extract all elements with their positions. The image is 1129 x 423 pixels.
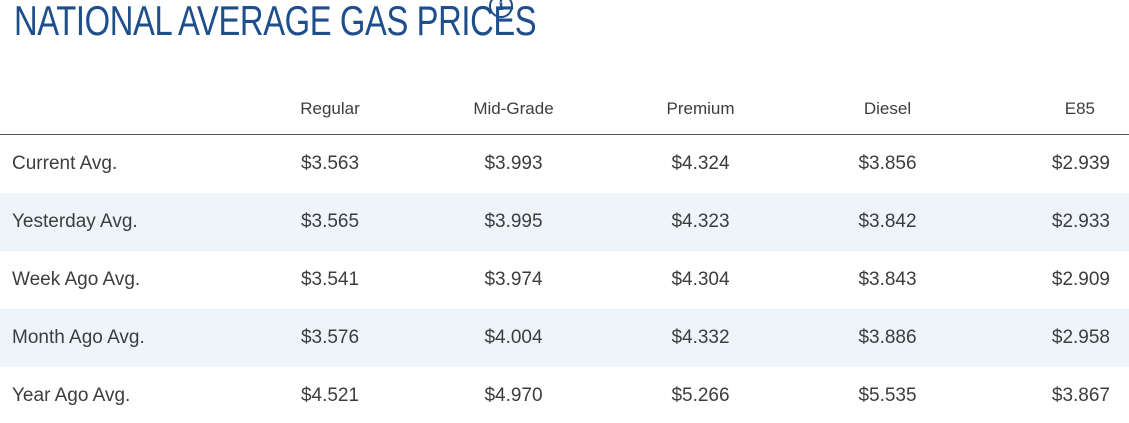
price-cell: $5.535: [858, 385, 917, 406]
price-cell: $2.933: [1051, 211, 1110, 232]
price-cell: $3.843: [858, 269, 917, 290]
info-icon[interactable]: i: [489, 0, 513, 18]
price-cell: $5.266: [671, 385, 730, 406]
price-cell: $4.521: [300, 385, 360, 406]
price-cell: $4.332: [671, 327, 730, 348]
row-label: Yesterday Avg.: [12, 211, 138, 232]
page-title: NATIONAL AVERAGE GAS PRICES: [14, 0, 537, 44]
gas-prices-table: Regular Mid-Grade Premium Diesel E85 Cur…: [0, 84, 1129, 423]
price-cell: $3.995: [484, 211, 543, 232]
price-cell: $4.323: [671, 211, 730, 232]
header: NATIONAL AVERAGE GAS PRICES i: [0, 0, 1129, 84]
price-cell: $3.867: [1051, 385, 1110, 406]
table-row: Year Ago Avg. $4.521 $4.970 $5.266 $5.53…: [0, 367, 1129, 423]
price-cell: $3.856: [858, 153, 917, 174]
row-label: Week Ago Avg.: [12, 269, 141, 290]
price-cell: $3.974: [484, 269, 543, 290]
price-cell: $4.324: [671, 153, 730, 174]
column-header-diesel: Diesel: [794, 84, 981, 135]
row-label: Year Ago Avg.: [12, 385, 131, 406]
price-cell: $3.993: [484, 153, 543, 174]
price-cell: $2.958: [1051, 327, 1110, 348]
price-cell: $3.886: [858, 327, 917, 348]
row-label: Current Avg.: [12, 153, 118, 174]
price-cell: $4.004: [484, 327, 543, 348]
price-cell: $2.909: [1051, 269, 1110, 290]
price-cell: $3.842: [858, 211, 917, 232]
price-cell: $3.565: [300, 211, 360, 232]
table-row: Current Avg. $3.563 $3.993 $4.324 $3.856…: [0, 135, 1129, 194]
table-row: Week Ago Avg. $3.541 $3.974 $4.304 $3.84…: [0, 251, 1129, 309]
column-header-mid-grade: Mid-Grade: [420, 84, 607, 135]
price-cell: $2.939: [1051, 153, 1110, 174]
column-header-e85: E85: [981, 84, 1129, 135]
price-cell: $4.970: [484, 385, 543, 406]
table-row: Yesterday Avg. $3.565 $3.995 $4.323 $3.8…: [0, 193, 1129, 251]
row-label: Month Ago Avg.: [12, 327, 145, 348]
column-header-regular: Regular: [240, 84, 420, 135]
column-header-premium: Premium: [607, 84, 794, 135]
price-cell: $3.541: [300, 269, 360, 290]
price-cell: $3.576: [300, 327, 360, 348]
price-cell: $3.563: [300, 153, 360, 174]
table-row: Month Ago Avg. $3.576 $4.004 $4.332 $3.8…: [0, 309, 1129, 367]
column-header-blank: [0, 84, 240, 135]
price-cell: $4.304: [671, 269, 730, 290]
table-header-row: Regular Mid-Grade Premium Diesel E85: [0, 84, 1129, 135]
